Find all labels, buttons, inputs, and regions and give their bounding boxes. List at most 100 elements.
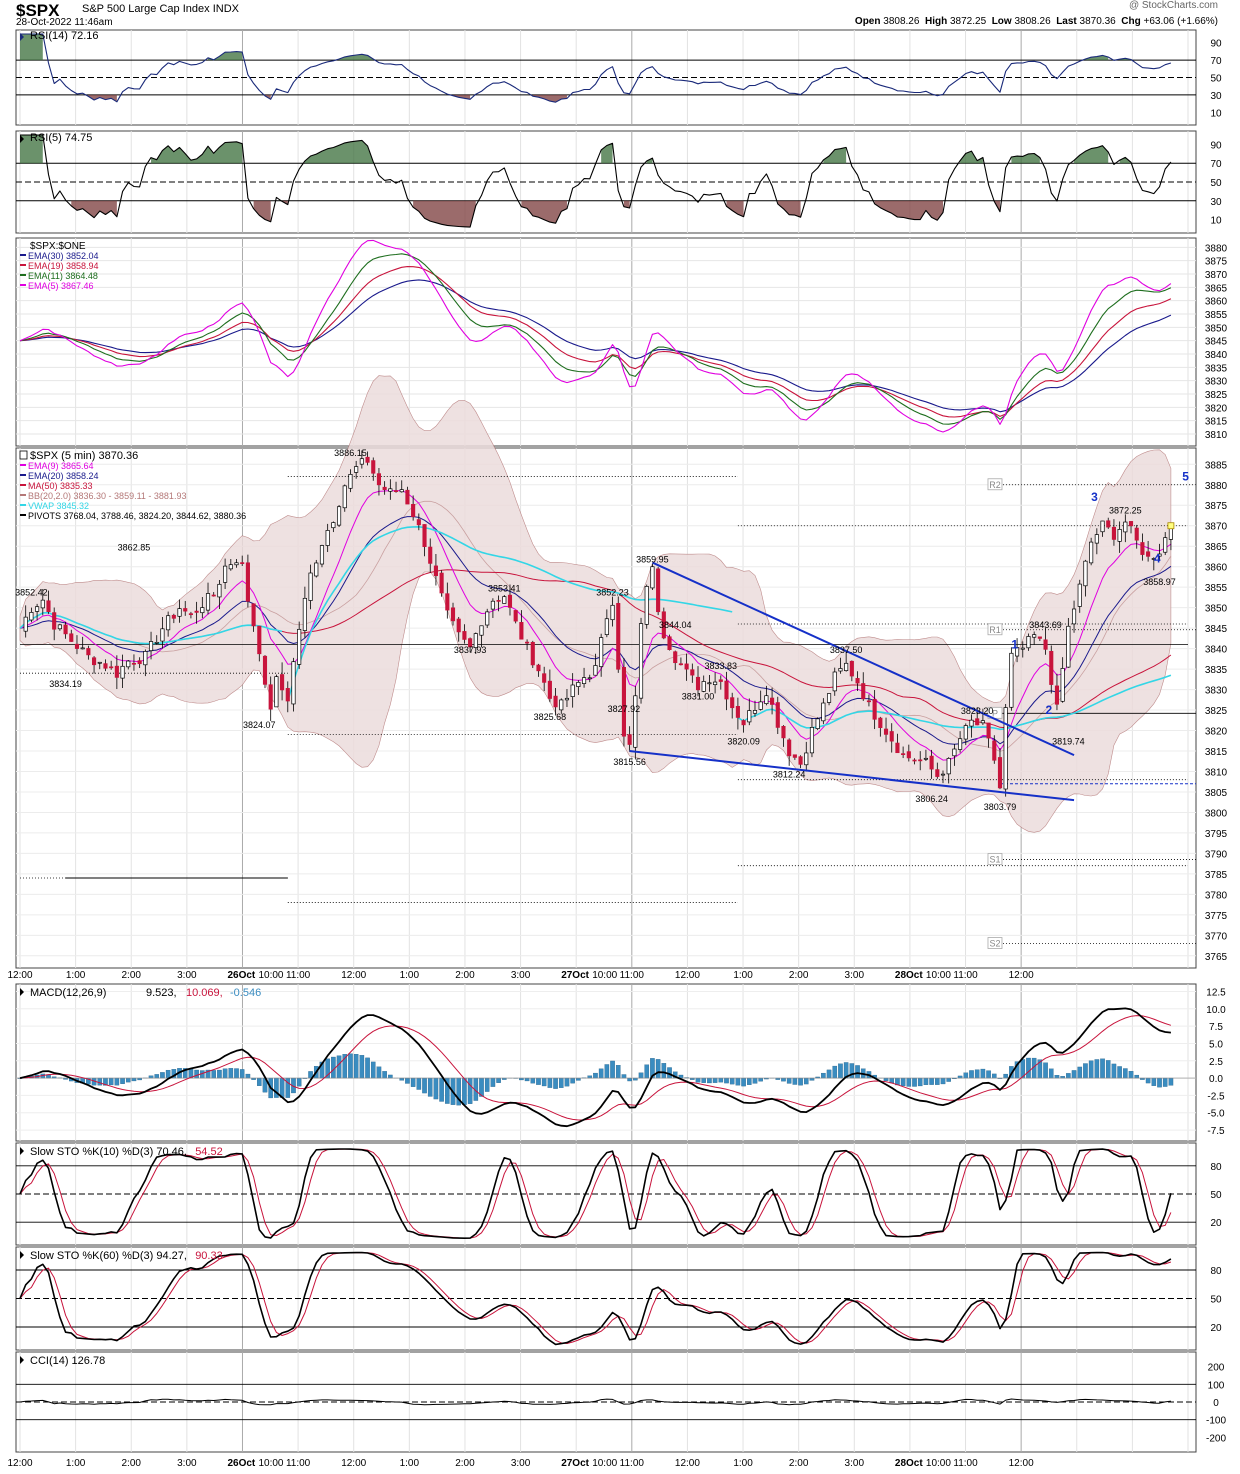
- macd-tick: 5.0: [1209, 1039, 1223, 1050]
- ema-tick: 3810: [1205, 430, 1228, 441]
- candle: [599, 637, 604, 667]
- candle: [240, 562, 245, 564]
- price-data-label: 3844.04: [659, 620, 692, 630]
- ema-tick: 3865: [1205, 283, 1228, 294]
- candle: [268, 684, 273, 710]
- watermark: @ StockCharts.com: [1128, 0, 1218, 11]
- x-tick-label: 10:00: [258, 1458, 283, 1469]
- candle: [901, 753, 906, 756]
- sto10-d-value: 54.52: [195, 1146, 223, 1158]
- candle: [883, 728, 889, 735]
- x-tick-label: 12:00: [1009, 1458, 1034, 1469]
- price-legend-swatch: [20, 484, 26, 486]
- macd-hist-bar: [108, 1077, 114, 1086]
- price-tick: 3835: [1205, 665, 1228, 676]
- price-data-label: 3833.83: [705, 661, 738, 671]
- candle: [1128, 521, 1134, 527]
- price-tick: 3870: [1205, 522, 1228, 533]
- macd-label: MACD(12,26,9): [30, 987, 106, 999]
- candle: [997, 757, 1003, 789]
- x-tick-label: 28Oct: [895, 970, 923, 981]
- macd-hist-bar: [991, 1073, 997, 1079]
- macd-hist-bar: [1100, 1058, 1105, 1079]
- macd-hist-bar: [353, 1054, 359, 1079]
- macd-hist-bar: [741, 1077, 746, 1087]
- macd-hist-bar: [587, 1075, 593, 1079]
- price-data-label: 3886.15: [334, 448, 367, 458]
- oversold-fill: [623, 200, 630, 209]
- macd-hist-bar: [826, 1069, 832, 1079]
- candle: [285, 688, 290, 702]
- candle: [200, 607, 205, 614]
- macd-hist-bar: [570, 1077, 575, 1084]
- sto10-tick: 20: [1210, 1218, 1222, 1229]
- cci-tick: -100: [1206, 1416, 1226, 1427]
- cci-tick: 100: [1208, 1380, 1225, 1391]
- candle: [530, 641, 535, 666]
- price-tick: 3765: [1205, 952, 1228, 963]
- sto60-marker: [20, 1251, 24, 1259]
- sto60-d-value: 90.33: [195, 1250, 223, 1262]
- candle: [1083, 560, 1088, 587]
- macd-tick: 0.0: [1209, 1074, 1223, 1085]
- price-tick: 3875: [1205, 501, 1228, 512]
- candle: [485, 611, 490, 626]
- price-legend-swatch: [20, 474, 26, 476]
- pivot-label-box: [987, 937, 1003, 949]
- x-tick-label: 11:00: [953, 970, 978, 981]
- candle: [929, 755, 934, 770]
- candle: [319, 545, 325, 565]
- x-tick-label: 2:00: [122, 1458, 142, 1469]
- candle: [428, 546, 433, 564]
- macd-hist-bar: [439, 1077, 444, 1102]
- candle: [661, 611, 666, 639]
- candle: [337, 506, 342, 526]
- price-legend-swatch: [20, 514, 26, 516]
- overbought-fill: [1085, 55, 1109, 61]
- candle: [918, 759, 923, 762]
- candle: [593, 665, 598, 676]
- candle: [308, 572, 313, 601]
- macd-tick: 12.5: [1206, 987, 1226, 998]
- macd-tick: 10.0: [1206, 1005, 1226, 1016]
- price-data-label: 3820.09: [727, 737, 760, 747]
- candle: [752, 710, 758, 714]
- price-data-label: 3834.19: [49, 679, 82, 689]
- x-tick-label: 2:00: [789, 1458, 809, 1469]
- candle: [878, 717, 883, 728]
- candle: [581, 677, 587, 684]
- price-legend-swatch: [20, 494, 26, 496]
- candle: [103, 663, 108, 669]
- macd-hist-bar: [222, 1068, 228, 1079]
- candle: [1123, 521, 1128, 533]
- pivot-label: P: [992, 708, 998, 718]
- macd-hist-bar: [422, 1077, 427, 1094]
- candle: [855, 678, 860, 684]
- candle: [809, 727, 815, 754]
- candle: [114, 665, 119, 678]
- candle: [490, 600, 495, 610]
- oversold-fill: [521, 200, 567, 224]
- cci-line: [19, 1398, 1171, 1406]
- macd-hist-bar: [707, 1077, 712, 1084]
- x-tick-label: 2:00: [122, 970, 142, 981]
- macd-hist-bar: [969, 1070, 974, 1079]
- macd-hist-bar: [786, 1077, 792, 1084]
- macd-hist-bar: [217, 1069, 222, 1079]
- macd-hist-bar: [211, 1070, 217, 1079]
- candle: [684, 663, 689, 670]
- rsi5-tick: 90: [1210, 140, 1222, 151]
- candle: [656, 568, 661, 613]
- pivot-label: R2: [989, 480, 1001, 490]
- candle: [1026, 636, 1031, 649]
- sto60-k-line: [19, 1251, 1172, 1346]
- ema-legend-item: EMA(11) 3864.48: [28, 271, 98, 281]
- wave-label: 5: [1182, 470, 1189, 484]
- macd-hist-bar: [803, 1077, 809, 1085]
- candle: [302, 597, 307, 631]
- x-tick-label: 10:00: [926, 1458, 951, 1469]
- candle: [969, 719, 974, 727]
- macd-hist-bar: [234, 1068, 239, 1079]
- overbought-fill: [304, 140, 374, 164]
- candle: [1003, 707, 1008, 790]
